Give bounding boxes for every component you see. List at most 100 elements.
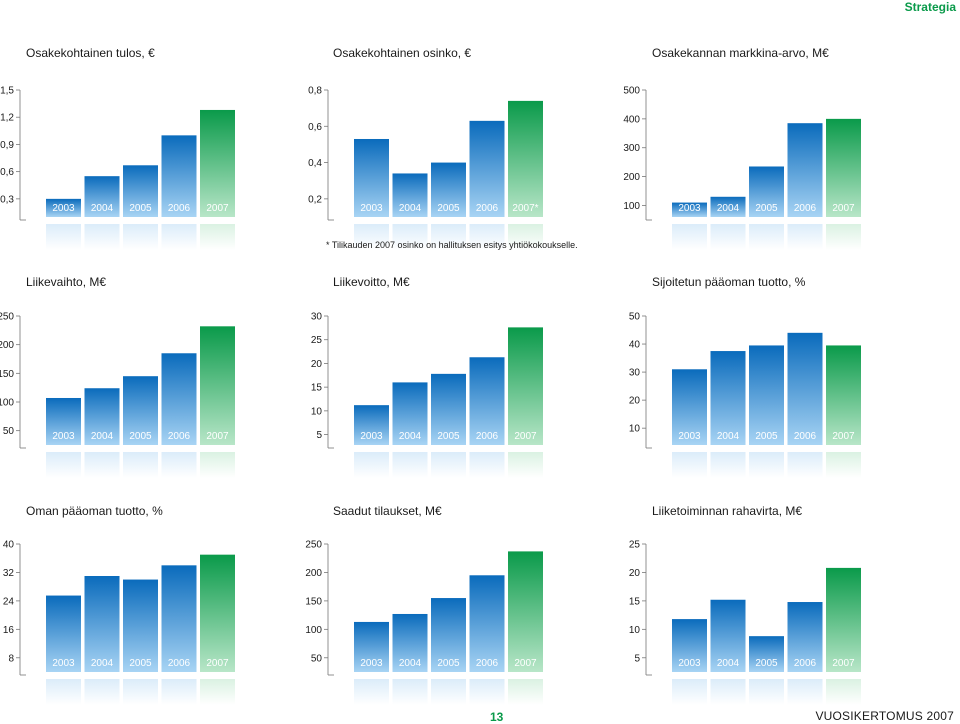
bar-reflection	[431, 452, 466, 478]
bar-reflection	[354, 452, 389, 478]
bar	[46, 595, 81, 672]
bar-reflection	[46, 679, 81, 705]
category-label: 2005	[755, 431, 778, 442]
bar	[123, 376, 158, 445]
y-tick-label: 50	[629, 312, 641, 323]
y-tick-label: 500	[623, 86, 640, 97]
category-label: 2004	[399, 203, 422, 214]
category-label: 2007	[832, 203, 855, 214]
y-tick-label: 250	[0, 312, 14, 323]
bar-reflection	[123, 452, 158, 478]
y-tick-label: 200	[305, 568, 322, 579]
bar-reflection	[672, 224, 707, 250]
bar	[826, 118, 861, 217]
y-tick-label: 10	[311, 406, 323, 417]
y-tick-label: 5	[316, 430, 322, 441]
bar-reflection	[200, 224, 235, 250]
chart-title: Liiketoiminnan rahavirta, M€	[652, 504, 802, 518]
category-label: 2003	[678, 203, 701, 214]
chart-8: Saadut tilaukset, M€ 50 100 150 200 250 2003 20…	[305, 504, 543, 705]
category-label: 2004	[91, 658, 114, 669]
bar-reflection	[710, 452, 746, 478]
dividend-footnote: * Tilikauden 2007 osinko on hallituksen …	[326, 240, 578, 250]
category-label: 2007	[206, 203, 229, 214]
category-label: 2003	[678, 658, 701, 669]
bar-reflection	[672, 452, 707, 478]
y-tick-label: 50	[311, 653, 323, 664]
bar-reflection	[431, 679, 466, 705]
y-tick-label: 0,8	[308, 86, 322, 97]
y-tick-label: 150	[0, 369, 14, 380]
y-tick-label: 20	[629, 568, 641, 579]
bar	[508, 327, 543, 445]
bar-reflection	[354, 679, 389, 705]
chart-1: Osakekohtainen tulos, € 0,3 0,6 0,9 1,2 1,5 20…	[0, 46, 235, 250]
bar	[161, 353, 197, 445]
category-label: 2003	[52, 431, 75, 442]
bar-reflection	[84, 679, 120, 705]
bar	[672, 619, 707, 672]
bar	[508, 100, 543, 217]
bar	[710, 351, 746, 445]
bar	[431, 373, 466, 445]
bar	[392, 382, 428, 445]
bar	[392, 613, 428, 672]
bar-reflection	[123, 224, 158, 250]
bar-reflection	[508, 224, 543, 250]
bar	[710, 196, 746, 217]
chart-7: Oman pääoman tuotto, % 8 16 24 32 40 2003 2004 2…	[3, 504, 235, 705]
bar	[84, 176, 120, 217]
bar	[200, 326, 235, 445]
chart-title: Osakekohtainen tulos, €	[26, 46, 155, 60]
category-label: 2006	[794, 658, 817, 669]
chart-4: Liikevaihto, M€ 50 100 150 200 250 2003 2004 200…	[0, 275, 235, 478]
y-tick-label: 16	[3, 625, 15, 636]
chart-3: Osakekannan markkina-arvo, M€ 100 200 300 40…	[623, 46, 861, 250]
bar-reflection	[161, 224, 197, 250]
y-tick-label: 0,6	[0, 167, 14, 178]
bar	[826, 345, 861, 445]
y-tick-label: 20	[629, 396, 641, 407]
bar-reflection	[826, 679, 861, 705]
y-tick-label: 30	[629, 368, 641, 379]
bar-reflection	[161, 452, 197, 478]
chart-title: Saadut tilaukset, M€	[333, 504, 442, 518]
bar	[508, 551, 543, 672]
bar	[672, 369, 707, 445]
bar-reflection	[710, 679, 746, 705]
document-title: VUOSIKERTOMUS 2007	[815, 709, 954, 723]
bar	[161, 135, 197, 217]
y-tick-label: 1,5	[0, 86, 14, 97]
bar	[469, 120, 505, 217]
category-label: 2007	[206, 431, 229, 442]
chart-title: Osakekannan markkina-arvo, M€	[652, 46, 829, 60]
category-label: 2004	[717, 431, 740, 442]
bar	[84, 576, 120, 672]
category-label: 2006	[476, 431, 499, 442]
bar	[123, 165, 158, 217]
bar	[469, 357, 505, 445]
section-label: Strategia	[904, 0, 956, 14]
bar	[392, 173, 428, 217]
y-tick-label: 25	[629, 540, 641, 551]
category-label: 2006	[476, 658, 499, 669]
category-label: 2006	[794, 203, 817, 214]
y-tick-label: 300	[623, 143, 640, 154]
bar	[84, 388, 120, 445]
bar-reflection	[787, 224, 823, 250]
bar	[123, 579, 158, 672]
bar-reflection	[749, 679, 784, 705]
y-tick-label: 10	[629, 625, 641, 636]
y-tick-label: 200	[623, 172, 640, 183]
bar	[787, 602, 823, 672]
category-label: 2005	[755, 658, 778, 669]
bar-reflection	[749, 224, 784, 250]
category-label: 2003	[360, 203, 383, 214]
chart-title: Oman pääoman tuotto, %	[26, 504, 163, 518]
bar-reflection	[84, 224, 120, 250]
bar-reflection	[200, 452, 235, 478]
y-tick-label: 100	[305, 625, 322, 636]
category-label: 2004	[717, 203, 740, 214]
bar	[787, 123, 823, 217]
bar-reflection	[469, 679, 505, 705]
